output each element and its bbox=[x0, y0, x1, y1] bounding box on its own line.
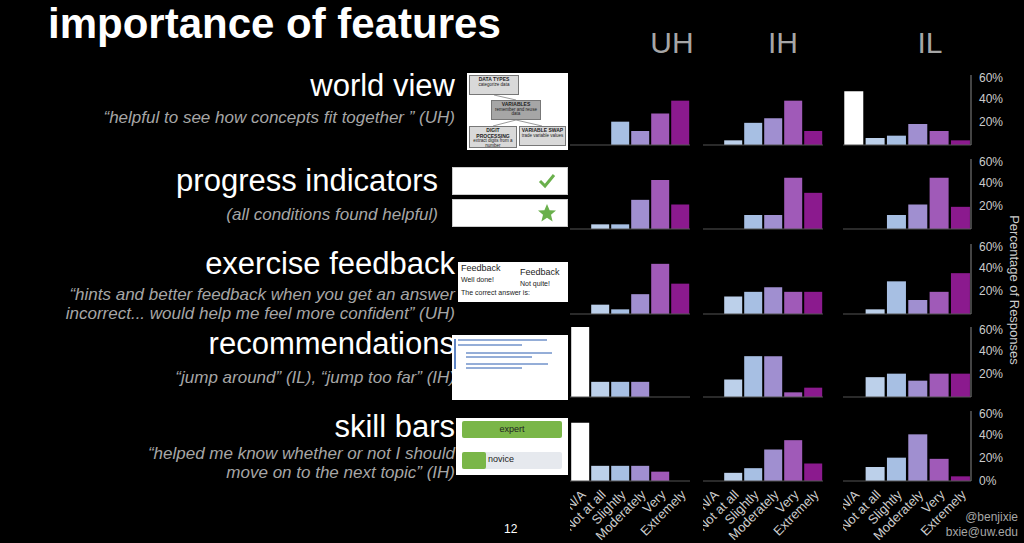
svg-text:60%: 60% bbox=[979, 323, 1003, 337]
svg-text:60%: 60% bbox=[979, 155, 1003, 169]
svg-text:60%: 60% bbox=[979, 407, 1003, 421]
svg-text:Moderately: Moderately bbox=[870, 487, 926, 543]
svg-text:20%: 20% bbox=[979, 451, 1003, 465]
svg-text:Moderately: Moderately bbox=[726, 487, 782, 543]
svg-text:0%: 0% bbox=[979, 474, 997, 488]
svg-text:20%: 20% bbox=[979, 284, 1003, 298]
svg-text:40%: 40% bbox=[979, 92, 1003, 106]
svg-text:60%: 60% bbox=[979, 240, 1003, 254]
svg-text:40%: 40% bbox=[979, 261, 1003, 275]
svg-text:20%: 20% bbox=[979, 199, 1003, 213]
svg-text:40%: 40% bbox=[979, 176, 1003, 190]
svg-text:20%: 20% bbox=[979, 115, 1003, 129]
svg-text:60%: 60% bbox=[979, 71, 1003, 85]
svg-text:Moderately: Moderately bbox=[593, 487, 649, 543]
svg-text:Extremely: Extremely bbox=[637, 487, 689, 539]
svg-text:20%: 20% bbox=[979, 367, 1003, 381]
svg-text:Extremely: Extremely bbox=[770, 487, 822, 539]
svg-text:40%: 40% bbox=[979, 428, 1003, 442]
svg-text:40%: 40% bbox=[979, 344, 1003, 358]
